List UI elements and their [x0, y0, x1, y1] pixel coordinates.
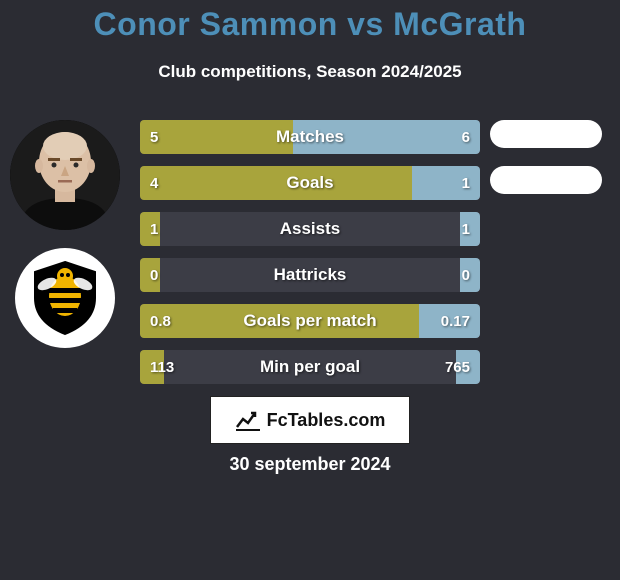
metric-row: 11Assists — [140, 212, 480, 246]
pill-2 — [490, 166, 602, 194]
pill-1 — [490, 120, 602, 148]
side-pills — [490, 120, 602, 212]
fctables-icon — [235, 409, 261, 431]
metric-row: 0.80.17Goals per match — [140, 304, 480, 338]
metric-label: Matches — [140, 120, 480, 154]
page-subtitle: Club competitions, Season 2024/2025 — [0, 62, 620, 82]
club-logo-svg — [25, 258, 105, 338]
metric-row: 56Matches — [140, 120, 480, 154]
metric-label: Goals per match — [140, 304, 480, 338]
avatars-column — [10, 120, 120, 348]
fctables-text: FcTables.com — [267, 410, 386, 431]
player-portrait — [10, 120, 120, 230]
metric-label: Hattricks — [140, 258, 480, 292]
club-logo — [15, 248, 115, 348]
metric-row: 113765Min per goal — [140, 350, 480, 384]
footer-date: 30 september 2024 — [0, 454, 620, 475]
page-title: Conor Sammon vs McGrath — [0, 6, 620, 43]
fctables-badge: FcTables.com — [210, 396, 410, 444]
metric-bars: 56Matches 41Goals 11Assists 00Hattricks 0.80… — [140, 120, 480, 396]
metric-label: Assists — [140, 212, 480, 246]
comparison-infographic: Conor Sammon vs McGrath Club competition… — [0, 0, 620, 580]
metric-row: 00Hattricks — [140, 258, 480, 292]
metric-row: 41Goals — [140, 166, 480, 200]
metric-label: Min per goal — [140, 350, 480, 384]
metric-label: Goals — [140, 166, 480, 200]
player-portrait-svg — [10, 120, 120, 230]
